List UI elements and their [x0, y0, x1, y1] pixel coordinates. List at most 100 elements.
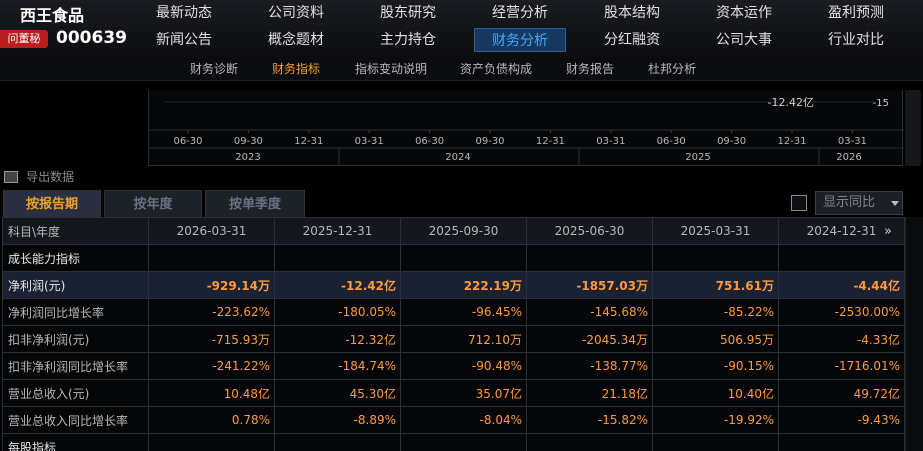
row-value: 222.19万 [400, 271, 527, 299]
row-value: -2045.34万 [526, 325, 653, 353]
subnav-balance-sheet[interactable]: 资产负债构成 [460, 62, 533, 76]
chevron-down-icon [891, 201, 899, 206]
column-header[interactable]: 2025-06-30 [526, 217, 653, 245]
table-scrollbar[interactable] [905, 217, 923, 451]
row-value: -1716.01% [778, 352, 905, 380]
chart-y-tick: -15 [873, 98, 889, 109]
row-value [652, 433, 779, 451]
row-label: 净利润同比增长率 [2, 298, 149, 326]
chart-x-tick-label: 06-30 [173, 136, 202, 147]
row-value [526, 433, 653, 451]
table-header-row: 科目\年度 2026-03-31 2025-12-31 2025-09-30 2… [2, 217, 905, 245]
row-label: 扣非净利润(元) [2, 325, 149, 353]
chart-x-tick-label: 06-30 [415, 136, 444, 147]
row-value [274, 244, 401, 272]
chart-x-tick-label: 09-30 [717, 136, 746, 147]
chart-panel: -12.42亿 -15 06-30 09-30 12-31 03-31 06-30 09-… [148, 90, 904, 166]
subnav-dupont[interactable]: 杜邦分析 [648, 62, 697, 76]
subnav-financial-report[interactable]: 财务报告 [566, 62, 615, 76]
row-value: 0.78% [148, 406, 275, 434]
table-row[interactable]: 净利润(元) -929.14万 -12.42亿 222.19万 -1857.03… [2, 271, 905, 299]
row-value: -12.42亿 [274, 271, 401, 299]
yoy-label: 显示同比 [823, 195, 876, 210]
chart-x-tick-label: 12-31 [294, 136, 323, 147]
row-value: -1857.03万 [526, 271, 653, 299]
nav-company-info[interactable]: 公司资料 [268, 5, 324, 21]
row-value [274, 433, 401, 451]
ask-secretary-button[interactable]: 问董秘 [0, 30, 48, 48]
tab-by-year[interactable]: 按年度 [104, 190, 202, 217]
row-value [652, 244, 779, 272]
row-value: -180.05% [274, 298, 401, 326]
table-row[interactable]: 扣非净利润(元) -715.93万 -12.32亿 712.10万 -2045.… [2, 325, 905, 353]
row-value: -19.92% [652, 406, 779, 434]
column-header[interactable]: 2026-03-31 [148, 217, 275, 245]
stock-name: 西王食品 [20, 6, 85, 25]
nav-industry-compare[interactable]: 行业对比 [828, 32, 884, 48]
row-value: -2530.00% [778, 298, 905, 326]
row-value: -12.32亿 [274, 325, 401, 353]
export-icon [4, 170, 18, 183]
row-value: -15.82% [526, 406, 653, 434]
row-label: 成长能力指标 [2, 244, 149, 272]
row-value: -715.93万 [148, 325, 275, 353]
table-row[interactable]: 净利润同比增长率 -223.62% -180.05% -96.45% -145.… [2, 298, 905, 326]
chart-scrollbar[interactable] [905, 90, 921, 166]
row-value [778, 433, 905, 451]
tab-by-period[interactable]: 按报告期 [3, 190, 101, 217]
column-header[interactable]: 2025-09-30 [400, 217, 527, 245]
row-label: 营业总收入(元) [2, 379, 149, 407]
nav-dividends[interactable]: 分红融资 [604, 32, 660, 48]
row-value: 35.07亿 [400, 379, 527, 407]
tab-by-quarter[interactable]: 按单季度 [205, 190, 305, 217]
row-value [148, 433, 275, 451]
row-value: 21.18亿 [526, 379, 653, 407]
yoy-dropdown[interactable]: 显示同比 [815, 191, 903, 215]
table-row[interactable]: 营业总收入(元) 10.48亿 45.30亿 35.07亿 21.18亿 10.… [2, 379, 905, 407]
chart-year-label: 2023 [235, 152, 260, 163]
nav-company-events[interactable]: 公司大事 [716, 32, 772, 48]
chart-x-tick-label: 09-30 [475, 136, 504, 147]
nav-operations[interactable]: 经营分析 [492, 5, 548, 21]
export-data-button[interactable]: 导出数据 [4, 166, 74, 184]
more-columns-icon[interactable]: » [884, 224, 892, 239]
financial-table: 科目\年度 2026-03-31 2025-12-31 2025-09-30 2… [2, 217, 905, 451]
column-header[interactable]: 2025-03-31 [652, 217, 779, 245]
nav-financial-analysis[interactable]: 财务分析 [474, 28, 566, 52]
row-value: 506.95万 [652, 325, 779, 353]
chart-x-tick-label: 03-31 [355, 136, 384, 147]
nav-main-holdings[interactable]: 主力持仓 [380, 32, 436, 48]
chart-annotation: -12.42亿 [768, 96, 814, 109]
subnav-indicator-changes[interactable]: 指标变动说明 [355, 62, 428, 76]
nav-concepts[interactable]: 概念题材 [268, 32, 324, 48]
row-value: -8.04% [400, 406, 527, 434]
row-value [400, 244, 527, 272]
subnav-diagnosis[interactable]: 财务诊断 [190, 62, 239, 76]
row-value: -9.43% [778, 406, 905, 434]
nav-latest[interactable]: 最新动态 [156, 5, 212, 21]
yoy-checkbox[interactable] [791, 195, 807, 211]
subnav-financial-indicators[interactable]: 财务指标 [272, 62, 321, 76]
row-value: 10.40亿 [652, 379, 779, 407]
nav-news[interactable]: 新闻公告 [156, 32, 212, 48]
row-label: 营业总收入同比增长率 [2, 406, 149, 434]
nav-profit-forecast[interactable]: 盈利预测 [828, 5, 884, 21]
nav-shareholders[interactable]: 股东研究 [380, 5, 436, 21]
chart-year-label: 2024 [445, 152, 470, 163]
table-row[interactable]: 营业总收入同比增长率 0.78% -8.89% -8.04% -15.82% -… [2, 406, 905, 434]
row-label: 扣非净利润同比增长率 [2, 352, 149, 380]
row-value: -90.48% [400, 352, 527, 380]
nav-capital-ops[interactable]: 资本运作 [716, 5, 772, 21]
row-value: -241.22% [148, 352, 275, 380]
chart-x-tick-label: 03-31 [596, 136, 625, 147]
nav-equity-structure[interactable]: 股本结构 [604, 5, 660, 21]
row-value: -4.44亿 [778, 271, 905, 299]
row-value [778, 244, 905, 272]
column-header[interactable]: 2025-12-31 [274, 217, 401, 245]
stock-code: 000639 [56, 28, 127, 48]
table-row[interactable]: 扣非净利润同比增长率 -241.22% -184.74% -90.48% -13… [2, 352, 905, 380]
row-value: -145.68% [526, 298, 653, 326]
chart-x-tick-label: 12-31 [536, 136, 565, 147]
row-value: 49.72亿 [778, 379, 905, 407]
row-value: 10.48亿 [148, 379, 275, 407]
